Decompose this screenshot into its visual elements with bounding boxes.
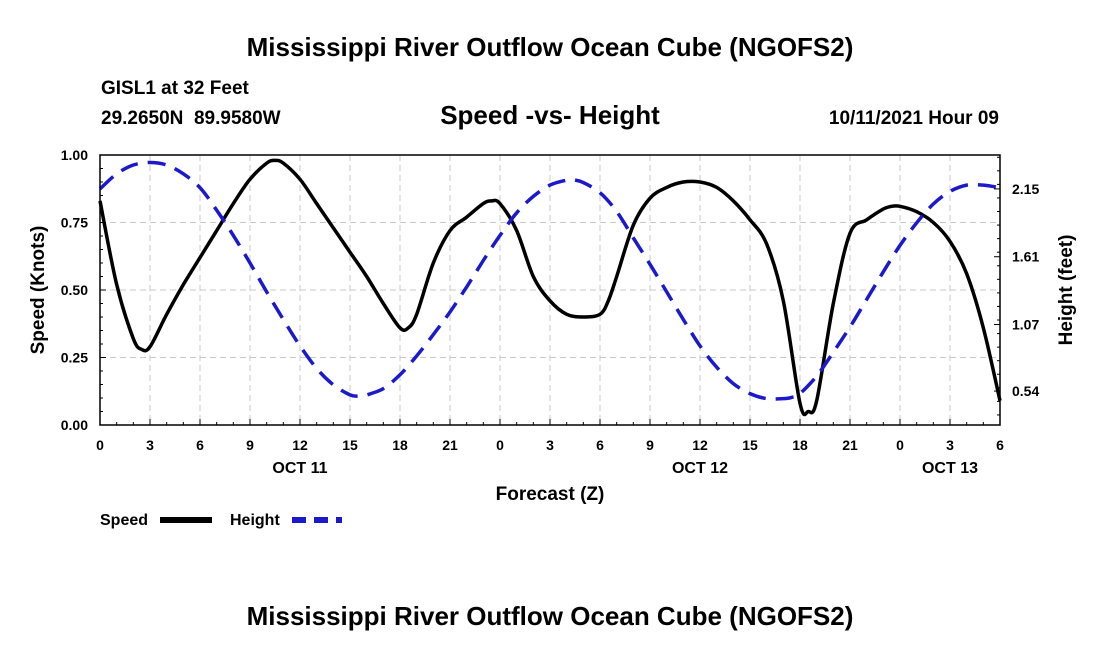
x-tick-label: 9	[646, 437, 654, 453]
x-tick-label: 6	[196, 437, 204, 453]
day-label: OCT 13	[922, 460, 978, 477]
x-tick-label: 21	[442, 437, 458, 453]
y-tick-label: 0.75	[61, 215, 88, 231]
x-axis-label: Forecast (Z)	[496, 484, 605, 505]
x-tick-label: 21	[842, 437, 858, 453]
y2-tick-label: 0.54	[1012, 383, 1039, 399]
x-tick-label: 6	[996, 437, 1004, 453]
legend-speed-label: Speed	[100, 512, 148, 529]
y2-tick-label: 1.07	[1012, 317, 1039, 333]
y-tick-label: 1.00	[61, 147, 88, 163]
station-coordinates: 29.2650N 89.9580W	[101, 108, 281, 129]
series-layer	[98, 158, 1002, 417]
x-tick-label: 12	[692, 437, 708, 453]
x-tick-label: 0	[896, 437, 904, 453]
grid-lines	[100, 155, 1000, 425]
x-tick-label: 9	[246, 437, 254, 453]
x-tick-label: 18	[392, 437, 408, 453]
day-label: OCT 11	[272, 460, 327, 477]
y2-tick-label: 1.61	[1012, 249, 1039, 265]
x-tick-label: 3	[946, 437, 954, 453]
y2-axis-label: Height (feet)	[1056, 235, 1077, 346]
y-tick-label: 0.25	[61, 350, 88, 366]
day-label: OCT 12	[672, 460, 728, 477]
x-tick-label: 0	[96, 437, 104, 453]
x-tick-label: 3	[146, 437, 154, 453]
chart-main-title: Mississippi River Outflow Ocean Cube (NG…	[247, 32, 854, 62]
legend-height-label: Height	[230, 512, 280, 529]
series-speed-line	[98, 158, 1002, 417]
x-tick-label: 0	[496, 437, 504, 453]
axis-ticks: 0 3 6 9 12 15 18 21 0 3 6 9 12 15 18 21 0 3 6 OCT 11 OCT 12 O…	[61, 147, 1040, 477]
series-height-line	[98, 160, 1001, 401]
run-timestamp: 10/11/2021 Hour 09	[829, 108, 999, 129]
legend: Speed Height	[100, 512, 342, 529]
x-tick-label: 6	[596, 437, 604, 453]
x-tick-label: 18	[792, 437, 808, 453]
x-tick-label: 12	[292, 437, 308, 453]
station-name: GISL1 at 32 Feet	[101, 78, 250, 99]
footer-title: Mississippi River Outflow Ocean Cube (NG…	[247, 601, 854, 631]
x-tick-label: 3	[546, 437, 554, 453]
y2-tick-label: 2.15	[1012, 181, 1039, 197]
y-axis-label: Speed (Knots)	[28, 226, 49, 355]
y-tick-label: 0.00	[61, 417, 88, 433]
chart-subtitle: Speed -vs- Height	[440, 100, 660, 130]
x-tick-label: 15	[342, 437, 358, 453]
x-tick-label: 15	[742, 437, 758, 453]
y-tick-label: 0.50	[61, 282, 88, 298]
